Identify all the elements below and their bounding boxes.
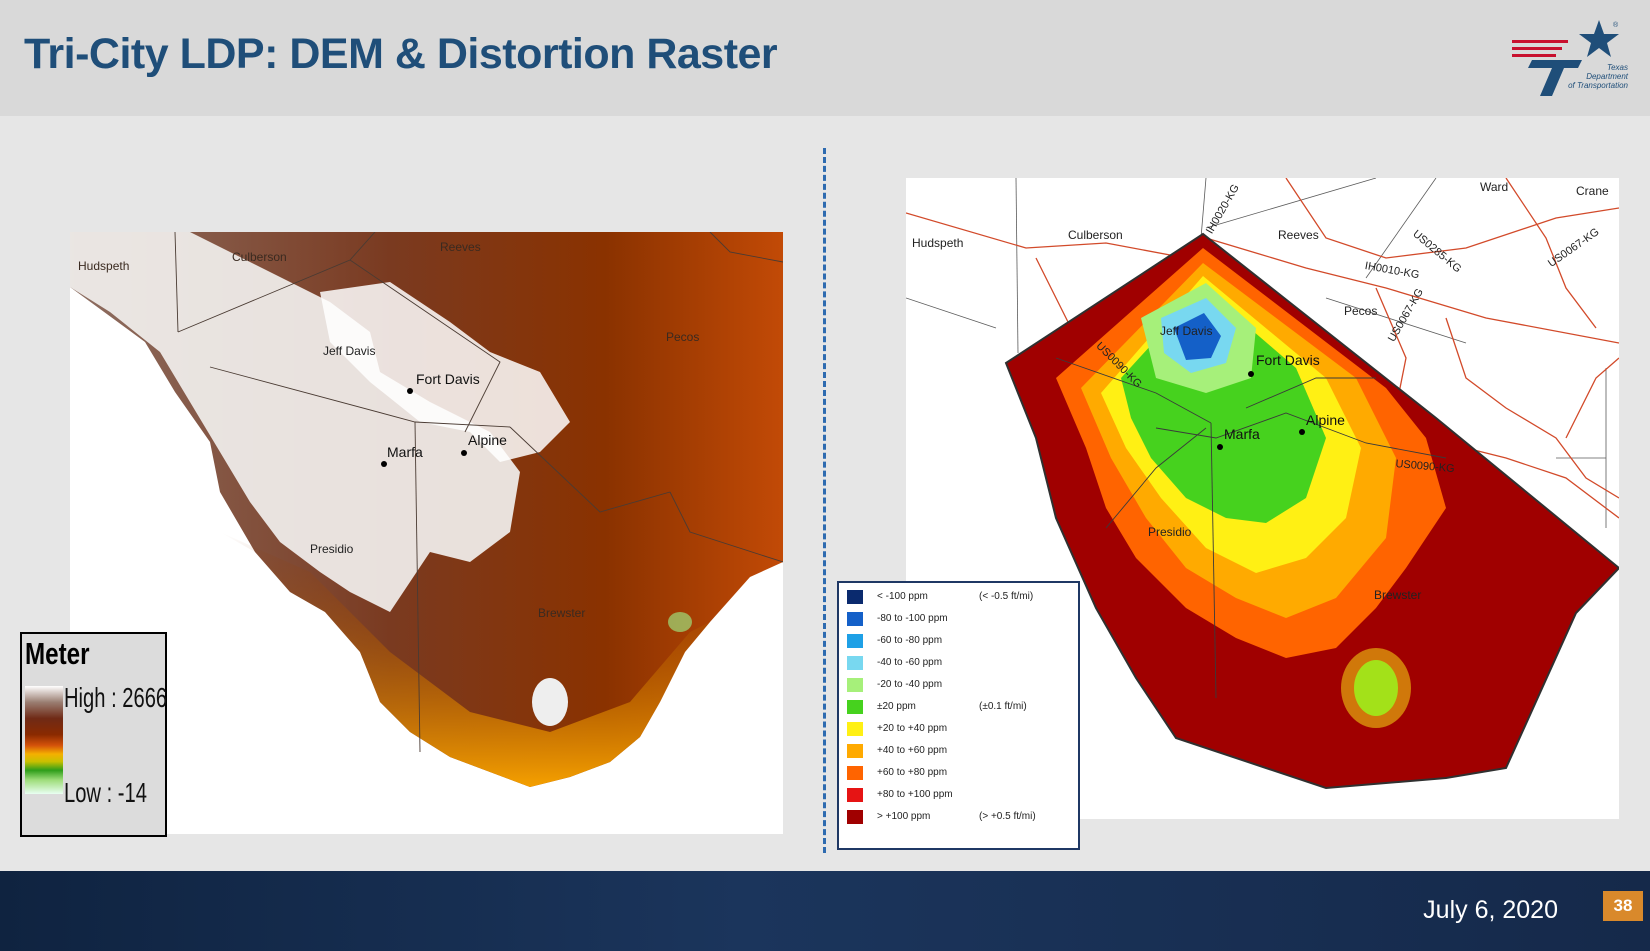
legend-row: +40 to +60 ppm — [847, 740, 1075, 762]
legend-label: -20 to -40 ppm — [877, 679, 943, 690]
distortion-map: Hudspeth Culberson Reeves Jeff Davis Pec… — [906, 178, 1619, 819]
basemap-county-lines — [906, 178, 1607, 528]
legend-label: +40 to +60 ppm — [877, 745, 948, 756]
legend-label: -40 to -60 ppm — [877, 657, 943, 668]
county-label-hudspeth: Hudspeth — [78, 259, 130, 273]
county-label-presidio-r: Presidio — [1148, 525, 1192, 539]
dem-lowlands — [220, 532, 710, 787]
legend-label: < -100 ppm — [877, 591, 928, 602]
dem-highlands — [70, 232, 520, 612]
dem-map: Hudspeth Culberson Reeves Jeff Davis Pec… — [70, 232, 783, 834]
county-label-reeves-r: Reeves — [1278, 228, 1319, 242]
legend-swatch — [847, 766, 863, 780]
county-label-brewster-r: Brewster — [1374, 588, 1422, 602]
legend-label: ±20 ppm — [877, 701, 916, 712]
legend-swatch — [847, 590, 863, 604]
county-label-reeves: Reeves — [440, 240, 481, 254]
legend-swatch — [847, 810, 863, 824]
city-label-fort-davis: Fort Davis — [416, 371, 480, 387]
legend-swatch — [847, 744, 863, 758]
legend-row: -80 to -100 ppm — [847, 608, 1075, 630]
city-marker-fort-davis — [407, 388, 413, 394]
slide-header: Tri-City LDP: DEM & Distortion Raster ® … — [0, 0, 1650, 116]
legend-row: +60 to +80 ppm — [847, 762, 1075, 784]
county-label-pecos-r: Pecos — [1344, 304, 1378, 318]
county-label-culberson-r: Culberson — [1068, 228, 1123, 242]
legend-swatch — [847, 788, 863, 802]
panel-divider — [823, 148, 826, 853]
county-label-brewster: Brewster — [538, 606, 586, 620]
logo-flag-stripes — [1512, 40, 1568, 57]
city-marker-fort-davis-r — [1248, 371, 1254, 377]
city-marker-alpine — [461, 450, 467, 456]
legend-swatch — [847, 612, 863, 626]
dem-legend-color-ramp — [25, 686, 63, 794]
legend-label: +60 to +80 ppm — [877, 767, 948, 778]
txdot-logo — [1512, 20, 1619, 96]
legend-swatch — [847, 700, 863, 714]
dem-peak-south — [532, 678, 568, 726]
city-label-marfa-r: Marfa — [1224, 426, 1260, 442]
legend-label: +80 to +100 ppm — [877, 789, 953, 800]
legend-label: -80 to -100 ppm — [877, 613, 948, 624]
dem-raster — [70, 232, 783, 787]
legend-row: < -100 ppm (< -0.5 ft/mi) — [847, 586, 1075, 608]
legend-note: (< -0.5 ft/mi) — [979, 591, 1034, 602]
legend-row: -40 to -60 ppm — [847, 652, 1075, 674]
legend-label: > +100 ppm — [877, 811, 931, 822]
county-label-hudspeth-r: Hudspeth — [912, 236, 964, 250]
county-label-crane: Crane — [1576, 184, 1609, 198]
legend-row: -60 to -80 ppm — [847, 630, 1075, 652]
dem-legend-low: Low : -14 — [64, 777, 147, 808]
distortion-raster — [906, 178, 1619, 790]
dem-legend-title: Meter — [25, 636, 90, 671]
legend-swatch — [847, 722, 863, 736]
county-label-pecos: Pecos — [666, 330, 700, 344]
dem-peak-east — [668, 612, 692, 632]
legend-row: > +100 ppm (> +0.5 ft/mi) — [847, 806, 1075, 828]
legend-label: -60 to -80 ppm — [877, 635, 943, 646]
county-label-ward: Ward — [1480, 180, 1509, 194]
slide-date: July 6, 2020 — [1423, 896, 1558, 924]
county-label-culberson: Culberson — [232, 250, 287, 264]
logo-registered-mark: ® — [1613, 22, 1619, 29]
slide-page-number: 38 — [1603, 891, 1643, 921]
dem-legend: Meter High : 2666 Low : -14 — [20, 632, 167, 837]
city-label-fort-davis-r: Fort Davis — [1256, 352, 1320, 368]
city-label-marfa: Marfa — [387, 444, 423, 460]
city-label-alpine-r: Alpine — [1306, 412, 1345, 428]
legend-swatch — [847, 656, 863, 670]
city-marker-marfa-r — [1217, 444, 1223, 450]
zone-yellow-south — [1341, 648, 1411, 728]
tri-county-internal-lines — [1055, 357, 1447, 699]
legend-row: +20 to +40 ppm — [847, 718, 1075, 740]
city-label-alpine: Alpine — [468, 432, 507, 448]
legend-row: +80 to +100 ppm — [847, 784, 1075, 806]
legend-swatch — [847, 678, 863, 692]
dem-legend-high: High : 2666 — [64, 682, 168, 713]
logo-star — [1579, 20, 1619, 57]
legend-swatch — [847, 634, 863, 648]
slide-title: Tri-City LDP: DEM & Distortion Raster — [24, 30, 778, 78]
distortion-legend: < -100 ppm (< -0.5 ft/mi) -80 to -100 pp… — [837, 581, 1080, 850]
city-marker-marfa — [381, 461, 387, 467]
city-marker-alpine-r — [1299, 429, 1305, 435]
county-label-jeff-davis-r: Jeff Davis — [1160, 324, 1213, 338]
legend-label: +20 to +40 ppm — [877, 723, 948, 734]
legend-note: (> +0.5 ft/mi) — [979, 811, 1036, 822]
logo-text: Texas Department of Transportation — [1568, 63, 1628, 90]
legend-note: (±0.1 ft/mi) — [979, 701, 1027, 712]
county-label-presidio: Presidio — [310, 542, 354, 556]
slide-footer: July 6, 2020 38 — [0, 871, 1650, 951]
legend-row: ±20 ppm (±0.1 ft/mi) — [847, 696, 1075, 718]
logo-t-mark — [1528, 60, 1582, 96]
legend-row: -20 to -40 ppm — [847, 674, 1075, 696]
zone-blue — [1174, 313, 1221, 360]
dem-peaks — [320, 282, 570, 462]
dem-county-lines — [174, 232, 783, 753]
county-label-jeff-davis: Jeff Davis — [323, 344, 376, 358]
